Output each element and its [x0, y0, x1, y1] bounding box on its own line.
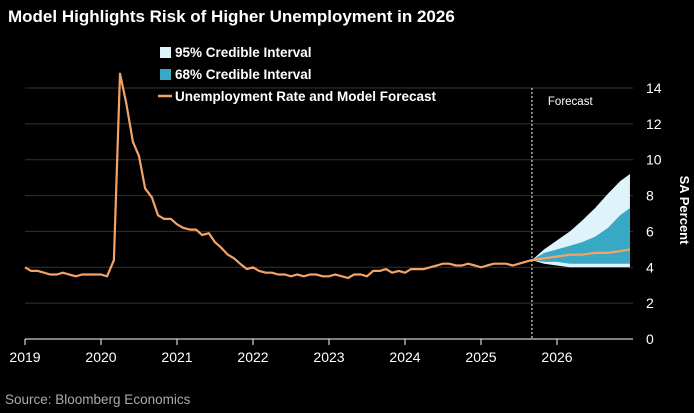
legend: 95% Credible Interval 68% Credible Inter…	[158, 45, 437, 104]
y-tick-label: 6	[646, 223, 654, 239]
ci68-band	[531, 208, 630, 264]
y-tick-label: 2	[646, 295, 654, 311]
y-tick-label: 12	[646, 116, 662, 132]
legend-label-line: Unemployment Rate and Model Forecast	[175, 89, 437, 104]
unemployment-line	[24, 72, 631, 280]
plot-area: Forecast 2019 2020 2021 2022 2023 2024 2025 202…	[9, 72, 662, 365]
forecast-label: Forecast	[548, 96, 594, 108]
x-tick-label: 2022	[237, 349, 268, 365]
source-note: Source: Bloomberg Economics	[5, 392, 191, 407]
x-tick-label: 2019	[9, 349, 40, 365]
y-axis-ticks: 0 2 4 6 8 10 12 14	[646, 80, 662, 347]
y-axis-label: SA Percent	[677, 176, 692, 246]
x-tick-label: 2025	[465, 349, 496, 365]
x-tick-label: 2023	[313, 349, 344, 365]
x-axis-ticks: 2019 2020 2021 2022 2023 2024 2025 2026	[9, 339, 573, 365]
legend-label-ci68: 68% Credible Interval	[175, 67, 312, 82]
y-tick-label: 8	[646, 188, 654, 204]
legend-label-ci95: 95% Credible Interval	[175, 45, 312, 60]
y-tick-label: 10	[646, 152, 662, 168]
x-tick-label: 2020	[85, 349, 116, 365]
y-tick-label: 4	[646, 259, 654, 275]
chart-title: Model Highlights Risk of Higher Unemploy…	[8, 7, 455, 26]
legend-swatch-ci68	[160, 69, 171, 80]
x-tick-label: 2024	[389, 349, 420, 365]
x-tick-label: 2026	[541, 349, 572, 365]
legend-swatch-ci95	[160, 47, 171, 58]
y-tick-label: 14	[646, 80, 662, 96]
y-tick-label: 0	[646, 331, 654, 347]
gridlines	[25, 87, 633, 304]
x-tick-label: 2021	[161, 349, 192, 365]
